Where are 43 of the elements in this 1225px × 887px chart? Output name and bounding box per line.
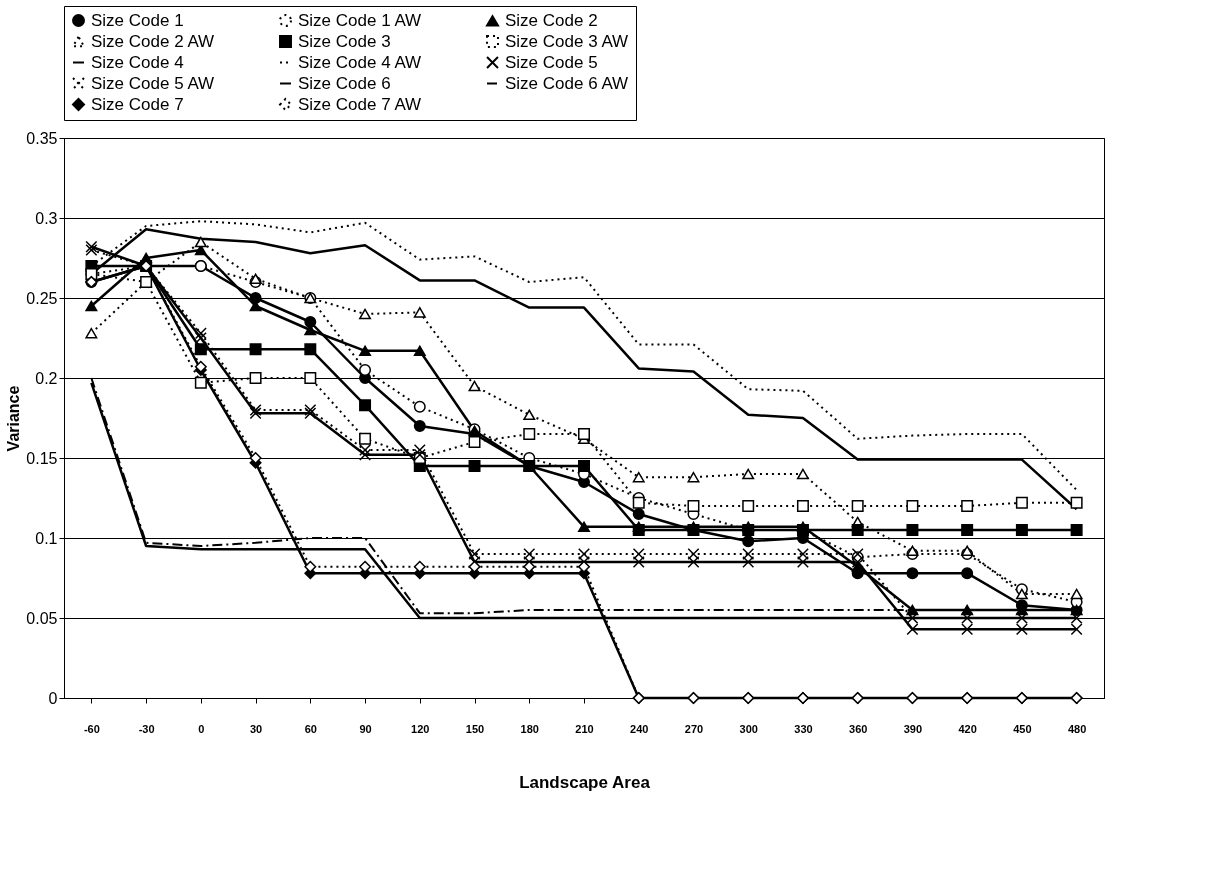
x-tick-label: -30 (138, 722, 155, 735)
legend-label: Size Code 2 AW (91, 31, 215, 51)
legend-label: Size Code 5 AW (91, 73, 215, 93)
x-tick-label: 450 (1013, 722, 1032, 735)
x-tick-label: 390 (903, 722, 923, 735)
y-tick-label: 0.15 (26, 449, 58, 467)
x-tick-label: 240 (630, 722, 649, 735)
legend-label: Size Code 5 (505, 52, 598, 72)
y-tick-label: 0.25 (26, 289, 58, 307)
legend-label: Size Code 3 AW (505, 31, 629, 51)
x-tick-label: 30 (249, 722, 263, 735)
x-axis-title: Landscape Area (519, 772, 651, 792)
legend-label: Size Code 7 AW (298, 94, 422, 114)
legend-label: Size Code 3 (298, 31, 391, 51)
x-tick-label: 300 (739, 722, 758, 735)
y-tick-label: 0.2 (35, 369, 58, 387)
x-tick-label: 360 (849, 722, 868, 735)
legend-label: Size Code 1 AW (298, 10, 422, 30)
legend-label: Size Code 4 (91, 52, 184, 72)
x-tick-label: 150 (465, 722, 485, 735)
x-tick-label: 330 (794, 722, 813, 735)
legend-label: Size Code 2 (505, 10, 598, 30)
y-tick-label: 0.1 (35, 529, 58, 547)
x-tick-label: 90 (359, 722, 372, 735)
x-tick-label: 210 (575, 722, 594, 735)
y-axis-title: Variance (5, 385, 23, 452)
y-tick-label: 0 (48, 689, 58, 707)
x-tick-label: 60 (304, 722, 317, 735)
legend-label: Size Code 6 (298, 73, 391, 93)
y-tick-label: 0.3 (35, 209, 58, 227)
legend-label: Size Code 6 AW (505, 73, 629, 93)
x-tick-label: 0 (198, 722, 205, 735)
y-tick-label: 0.05 (26, 609, 58, 627)
x-tick-label: 480 (1067, 722, 1087, 735)
x-tick-label: 420 (958, 722, 977, 735)
x-tick-label: 120 (411, 722, 430, 735)
legend-label: Size Code 7 (91, 94, 184, 114)
x-tick-label: -60 (83, 722, 100, 735)
x-tick-label: 180 (520, 722, 539, 735)
y-tick-label: 0.35 (26, 129, 58, 147)
legend-label: Size Code 1 (91, 10, 184, 30)
x-tick-label: 270 (684, 722, 704, 735)
legend-label: Size Code 4 AW (298, 52, 422, 72)
